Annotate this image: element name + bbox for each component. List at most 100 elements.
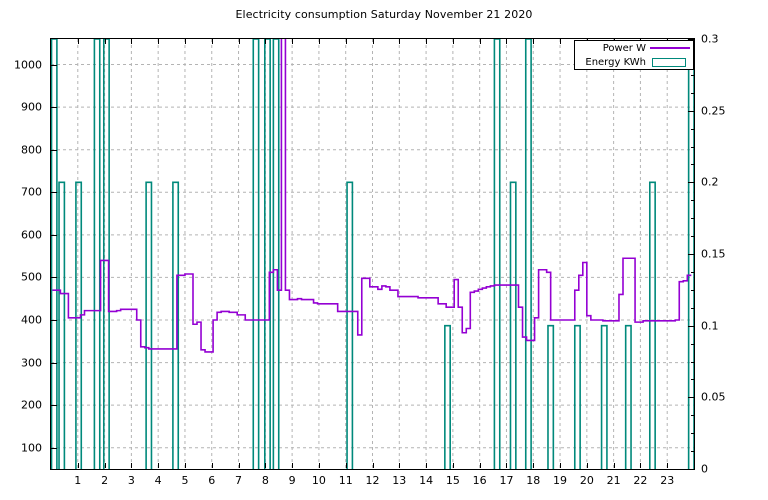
y2-minor-tick	[691, 182, 694, 184]
x-tick-mark	[345, 463, 347, 468]
y-tick-mark	[51, 405, 57, 407]
legend-entry-energy: Energy KWh	[575, 55, 695, 69]
y2-minor-tick	[691, 451, 694, 453]
x-tick-label: 6	[208, 474, 216, 487]
y-tick-label: 700	[21, 185, 42, 199]
y2-tick-label: 0.05	[701, 390, 726, 404]
x-tick-mark	[452, 463, 454, 468]
y-tick-mark	[51, 192, 57, 194]
y-tick-label: 900	[21, 100, 42, 114]
x-tick-mark	[265, 463, 267, 468]
y2-minor-tick	[691, 325, 694, 327]
x-tick-mark	[586, 463, 588, 468]
x-tick-mark	[533, 463, 535, 468]
x-tick-mark	[426, 463, 428, 468]
x-tick-mark-top	[426, 39, 428, 44]
x-tick-mark	[560, 463, 562, 468]
x-tick-mark-top	[399, 39, 401, 44]
y2-minor-tick	[691, 343, 694, 345]
x-tick-label: 18	[526, 474, 541, 487]
y-tick-mark	[51, 277, 57, 279]
x-tick-label: 5	[181, 474, 189, 487]
x-tick-mark	[399, 463, 401, 468]
x-tick-label: 11	[338, 474, 353, 487]
y2-minor-tick	[691, 218, 694, 220]
x-tick-mark	[292, 463, 294, 468]
x-tick-mark-top	[479, 39, 481, 44]
legend-label-power: Power W	[602, 42, 646, 54]
x-tick-mark	[318, 463, 320, 468]
y-tick-label: 1000	[14, 58, 42, 72]
y2-minor-tick	[691, 289, 694, 291]
y2-minor-tick	[691, 271, 694, 273]
x-tick-mark-top	[184, 39, 186, 44]
x-tick-mark	[211, 463, 213, 468]
x-tick-mark-top	[372, 39, 374, 44]
y2-minor-tick	[691, 236, 694, 238]
legend-key-energy-box	[650, 56, 690, 68]
y2-minor-tick	[691, 200, 694, 202]
x-tick-label: 1	[74, 474, 82, 487]
y2-minor-tick	[691, 92, 694, 94]
x-tick-mark-top	[238, 39, 240, 44]
y2-minor-tick	[691, 146, 694, 148]
x-tick-label: 9	[288, 474, 296, 487]
y2-minor-tick	[691, 254, 694, 255]
x-tick-mark-top	[265, 39, 267, 44]
y2-minor-tick	[691, 307, 694, 309]
y2-minor-tick	[691, 74, 694, 76]
x-tick-mark	[372, 463, 374, 468]
y-tick-label: 500	[21, 270, 42, 284]
x-tick-mark-top	[211, 39, 213, 44]
x-tick-mark	[104, 463, 106, 468]
x-tick-mark-top	[292, 39, 294, 44]
x-tick-mark	[613, 463, 615, 468]
x-tick-label: 22	[633, 474, 648, 487]
x-tick-mark-top	[77, 39, 79, 44]
x-tick-label: 12	[365, 474, 380, 487]
y-tick-mark	[51, 362, 57, 364]
y-tick-label: 400	[21, 313, 42, 327]
y2-minor-tick	[691, 415, 694, 417]
x-tick-label: 4	[154, 474, 162, 487]
y2-tick-label: 0.25	[701, 104, 726, 118]
y2-minor-tick	[691, 433, 694, 435]
x-tick-mark-top	[318, 39, 320, 44]
y-tick-mark	[51, 447, 57, 449]
x-tick-label: 17	[499, 474, 514, 487]
chart-title: Electricity consumption Saturday Novembe…	[235, 8, 533, 21]
x-tick-mark	[158, 463, 160, 468]
y-tick-label: 100	[21, 441, 42, 455]
x-tick-label: 16	[472, 474, 487, 487]
x-tick-mark	[506, 463, 508, 468]
y2-tick-label: 0.2	[701, 175, 719, 189]
plot-area	[50, 38, 695, 470]
x-tick-mark-top	[131, 39, 133, 44]
x-tick-mark-top	[452, 39, 454, 44]
x-tick-mark	[667, 463, 669, 468]
x-tick-label: 20	[579, 474, 594, 487]
plot-canvas	[51, 39, 694, 469]
y2-minor-tick	[691, 397, 694, 399]
y2-tick-label: 0.15	[701, 247, 726, 261]
y2-minor-tick	[691, 361, 694, 363]
x-tick-mark-top	[104, 39, 106, 44]
y-tick-mark	[51, 149, 57, 151]
x-tick-mark-top	[560, 39, 562, 44]
chart-legend: Power W Energy KWh	[574, 40, 694, 70]
y2-tick-label: 0.3	[701, 32, 719, 46]
y2-minor-tick	[691, 110, 694, 112]
x-tick-mark-top	[345, 39, 347, 44]
y2-tick-label: 0	[701, 462, 708, 476]
y-tick-mark	[51, 234, 57, 236]
x-tick-label: 2	[101, 474, 109, 487]
y-tick-label: 200	[21, 398, 42, 412]
y2-tick-mark	[688, 469, 694, 470]
x-tick-label: 13	[392, 474, 407, 487]
y-tick-label: 300	[21, 356, 42, 370]
x-tick-label: 14	[419, 474, 434, 487]
y2-minor-tick	[691, 128, 694, 130]
x-tick-label: 15	[445, 474, 460, 487]
x-tick-mark-top	[506, 39, 508, 44]
